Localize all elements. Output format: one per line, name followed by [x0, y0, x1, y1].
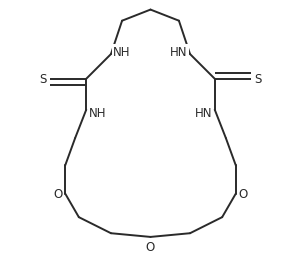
Text: S: S [39, 73, 47, 86]
Text: HN: HN [195, 106, 213, 119]
Text: NH: NH [88, 106, 106, 119]
Text: O: O [238, 187, 248, 200]
Text: O: O [53, 187, 63, 200]
Text: S: S [254, 73, 262, 86]
Text: O: O [146, 240, 155, 253]
Text: HN: HN [170, 46, 188, 59]
Text: NH: NH [113, 46, 131, 59]
